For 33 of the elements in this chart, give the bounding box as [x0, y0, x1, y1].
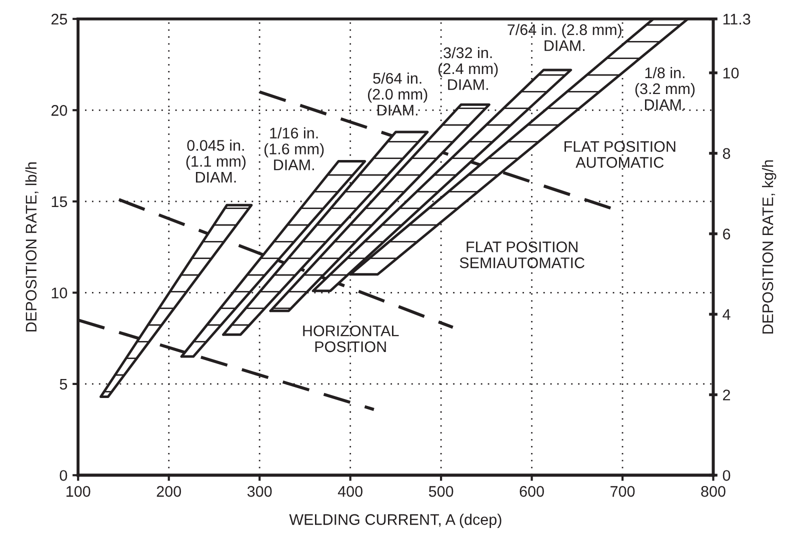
- y2-axis-title: DEPOSITION RATE, kg/h: [762, 160, 776, 334]
- annotation: FLAT POSITION SEMIAUTOMATIC: [460, 242, 584, 268]
- x-tick-label: 200: [156, 486, 181, 497]
- x-tick-label: 300: [247, 486, 272, 497]
- annotation: 3/32 in. (2.4 mm) DIAM.: [438, 46, 498, 90]
- annotation: 1/16 in. (1.6 mm) DIAM.: [264, 127, 324, 170]
- y-tick-label: 20: [51, 105, 68, 116]
- x-tick-label: 800: [701, 486, 726, 497]
- annotation: HORIZONTAL POSITION: [303, 325, 399, 352]
- annotation: 7/64 in. (2.8 mm) DIAM.: [508, 24, 622, 51]
- y2-tick-label: 10: [723, 68, 739, 79]
- x-tick-label: 700: [610, 486, 635, 497]
- annotation: 0.045 in. (1.1 mm) DIAM.: [186, 140, 246, 182]
- y2-tick-label: 4: [722, 309, 730, 320]
- x-tick-label: 400: [338, 486, 362, 497]
- y-tick-label: 25: [51, 14, 68, 25]
- y2-tick-label: 8: [722, 148, 730, 159]
- x-tick-label: 500: [428, 486, 454, 497]
- annotation: FLAT POSITION AUTOMATIC: [564, 141, 676, 168]
- annotation: 5/64 in. (2.0 mm) DIAM.: [368, 72, 428, 116]
- y-tick-label: 0: [60, 470, 68, 481]
- y-tick-label: 5: [60, 378, 68, 390]
- y-axis-title: DEPOSITION RATE, lb/h: [25, 162, 38, 332]
- x-axis-title: WELDING CURRENT, A (dcep): [289, 514, 502, 528]
- y2-tick-label: 6: [723, 228, 730, 240]
- y-tick-label: 10: [52, 288, 68, 298]
- y2-tick-label: 2: [723, 390, 730, 400]
- x-tick-label: 600: [520, 486, 544, 497]
- x-tick-label: 100: [66, 486, 90, 497]
- y-tick-label: 15: [52, 196, 68, 208]
- annotation: 1/8 in. (3.2 mm) DIAM.: [635, 67, 695, 110]
- y2-tick-label: 11.3: [723, 14, 750, 25]
- y2-tick-label: 0: [722, 470, 730, 481]
